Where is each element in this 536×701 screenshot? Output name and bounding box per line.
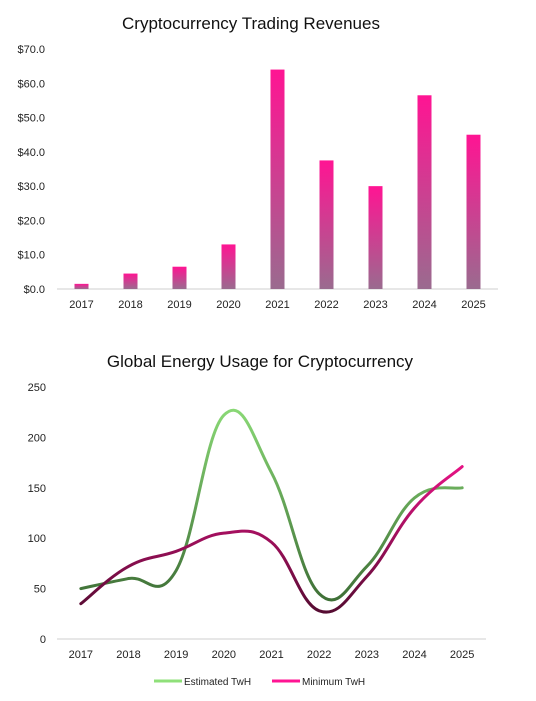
bar-chart-y-tick-label: $50.0: [17, 113, 45, 125]
series-line-estimated-twh: [79, 408, 464, 602]
bar-chart-bars: [74, 69, 481, 290]
line-chart-y-tick-label: 150: [28, 483, 46, 495]
bar-2023: [368, 186, 383, 289]
bar-chart-x-tick-label: 2023: [363, 299, 387, 311]
line-chart-x-tick-label: 2024: [402, 649, 426, 661]
bar-chart-x-axis: 2017 2018 2019 2020 2021 2022 2023 2024 2025: [69, 299, 485, 311]
bar-chart-x-tick-label: 2021: [265, 299, 289, 311]
line-chart-x-tick-label: 2023: [355, 649, 379, 661]
line-chart-x-tick-label: 2020: [212, 649, 236, 661]
line-chart-legend: Estimated TwH Minimum TwH: [154, 677, 365, 688]
bar-chart-x-tick-label: 2018: [118, 299, 142, 311]
bar-chart-x-tick-label: 2025: [461, 299, 485, 311]
bar-chart-y-tick-label: $10.0: [17, 250, 45, 262]
bar-chart-x-tick-label: 2024: [412, 299, 436, 311]
bar-chart-y-tick-label: $30.0: [17, 181, 45, 193]
bar-chart-y-tick-label: $70.0: [17, 44, 45, 56]
bar-chart-title: Cryptocurrency Trading Revenues: [122, 14, 380, 33]
line-chart-x-tick-label: 2025: [450, 649, 474, 661]
line-chart: Global Energy Usage for Cryptocurrency 0…: [28, 352, 486, 688]
legend-label-minimum-twh: Minimum TwH: [302, 677, 365, 688]
bar-2022: [319, 160, 334, 289]
bar-chart-x-tick-label: 2019: [167, 299, 191, 311]
bar-2024: [417, 95, 432, 290]
line-chart-x-tick-label: 2021: [259, 649, 283, 661]
bar-chart: Cryptocurrency Trading Revenues $0.0 $10.…: [17, 14, 498, 311]
line-chart-y-tick-label: 50: [34, 584, 46, 596]
line-chart-y-tick-label: 100: [28, 533, 46, 545]
bar-2025: [466, 134, 481, 289]
line-chart-x-tick-label: 2017: [69, 649, 93, 661]
line-chart-series: [79, 408, 464, 614]
bar-2019: [172, 266, 187, 289]
bar-chart-y-tick-label: $0.0: [24, 284, 45, 296]
bar-chart-y-tick-label: $60.0: [17, 78, 45, 90]
line-chart-x-tick-label: 2018: [116, 649, 140, 661]
bar-chart-x-tick-label: 2022: [314, 299, 338, 311]
line-chart-title: Global Energy Usage for Cryptocurrency: [107, 352, 414, 371]
line-chart-x-tick-label: 2022: [307, 649, 331, 661]
bar-chart-y-tick-label: $20.0: [17, 215, 45, 227]
bar-2021: [270, 69, 285, 289]
legend-label-estimated-twh: Estimated TwH: [184, 677, 251, 688]
line-chart-x-axis: 2017 2018 2019 2020 2021 2022 2023 2024 2025: [69, 649, 475, 661]
series-line-minimum-twh: [79, 465, 464, 614]
line-chart-y-tick-label: 0: [40, 634, 46, 646]
bar-chart-y-tick-label: $40.0: [17, 147, 45, 159]
bar-2018: [123, 273, 138, 289]
bar-chart-x-tick-label: 2020: [216, 299, 240, 311]
bar-2017: [74, 283, 89, 289]
line-chart-y-tick-label: 200: [28, 432, 46, 444]
bar-chart-y-axis: $0.0 $10.0 $20.0 $30.0 $40.0 $50.0 $60.0 $70.0: [17, 44, 45, 296]
bar-2020: [221, 244, 236, 289]
line-chart-y-axis: 0 50 100 150 200 250: [28, 382, 46, 646]
line-chart-x-tick-label: 2019: [164, 649, 188, 661]
line-chart-y-tick-label: 250: [28, 382, 46, 394]
bar-chart-x-tick-label: 2017: [69, 299, 93, 311]
